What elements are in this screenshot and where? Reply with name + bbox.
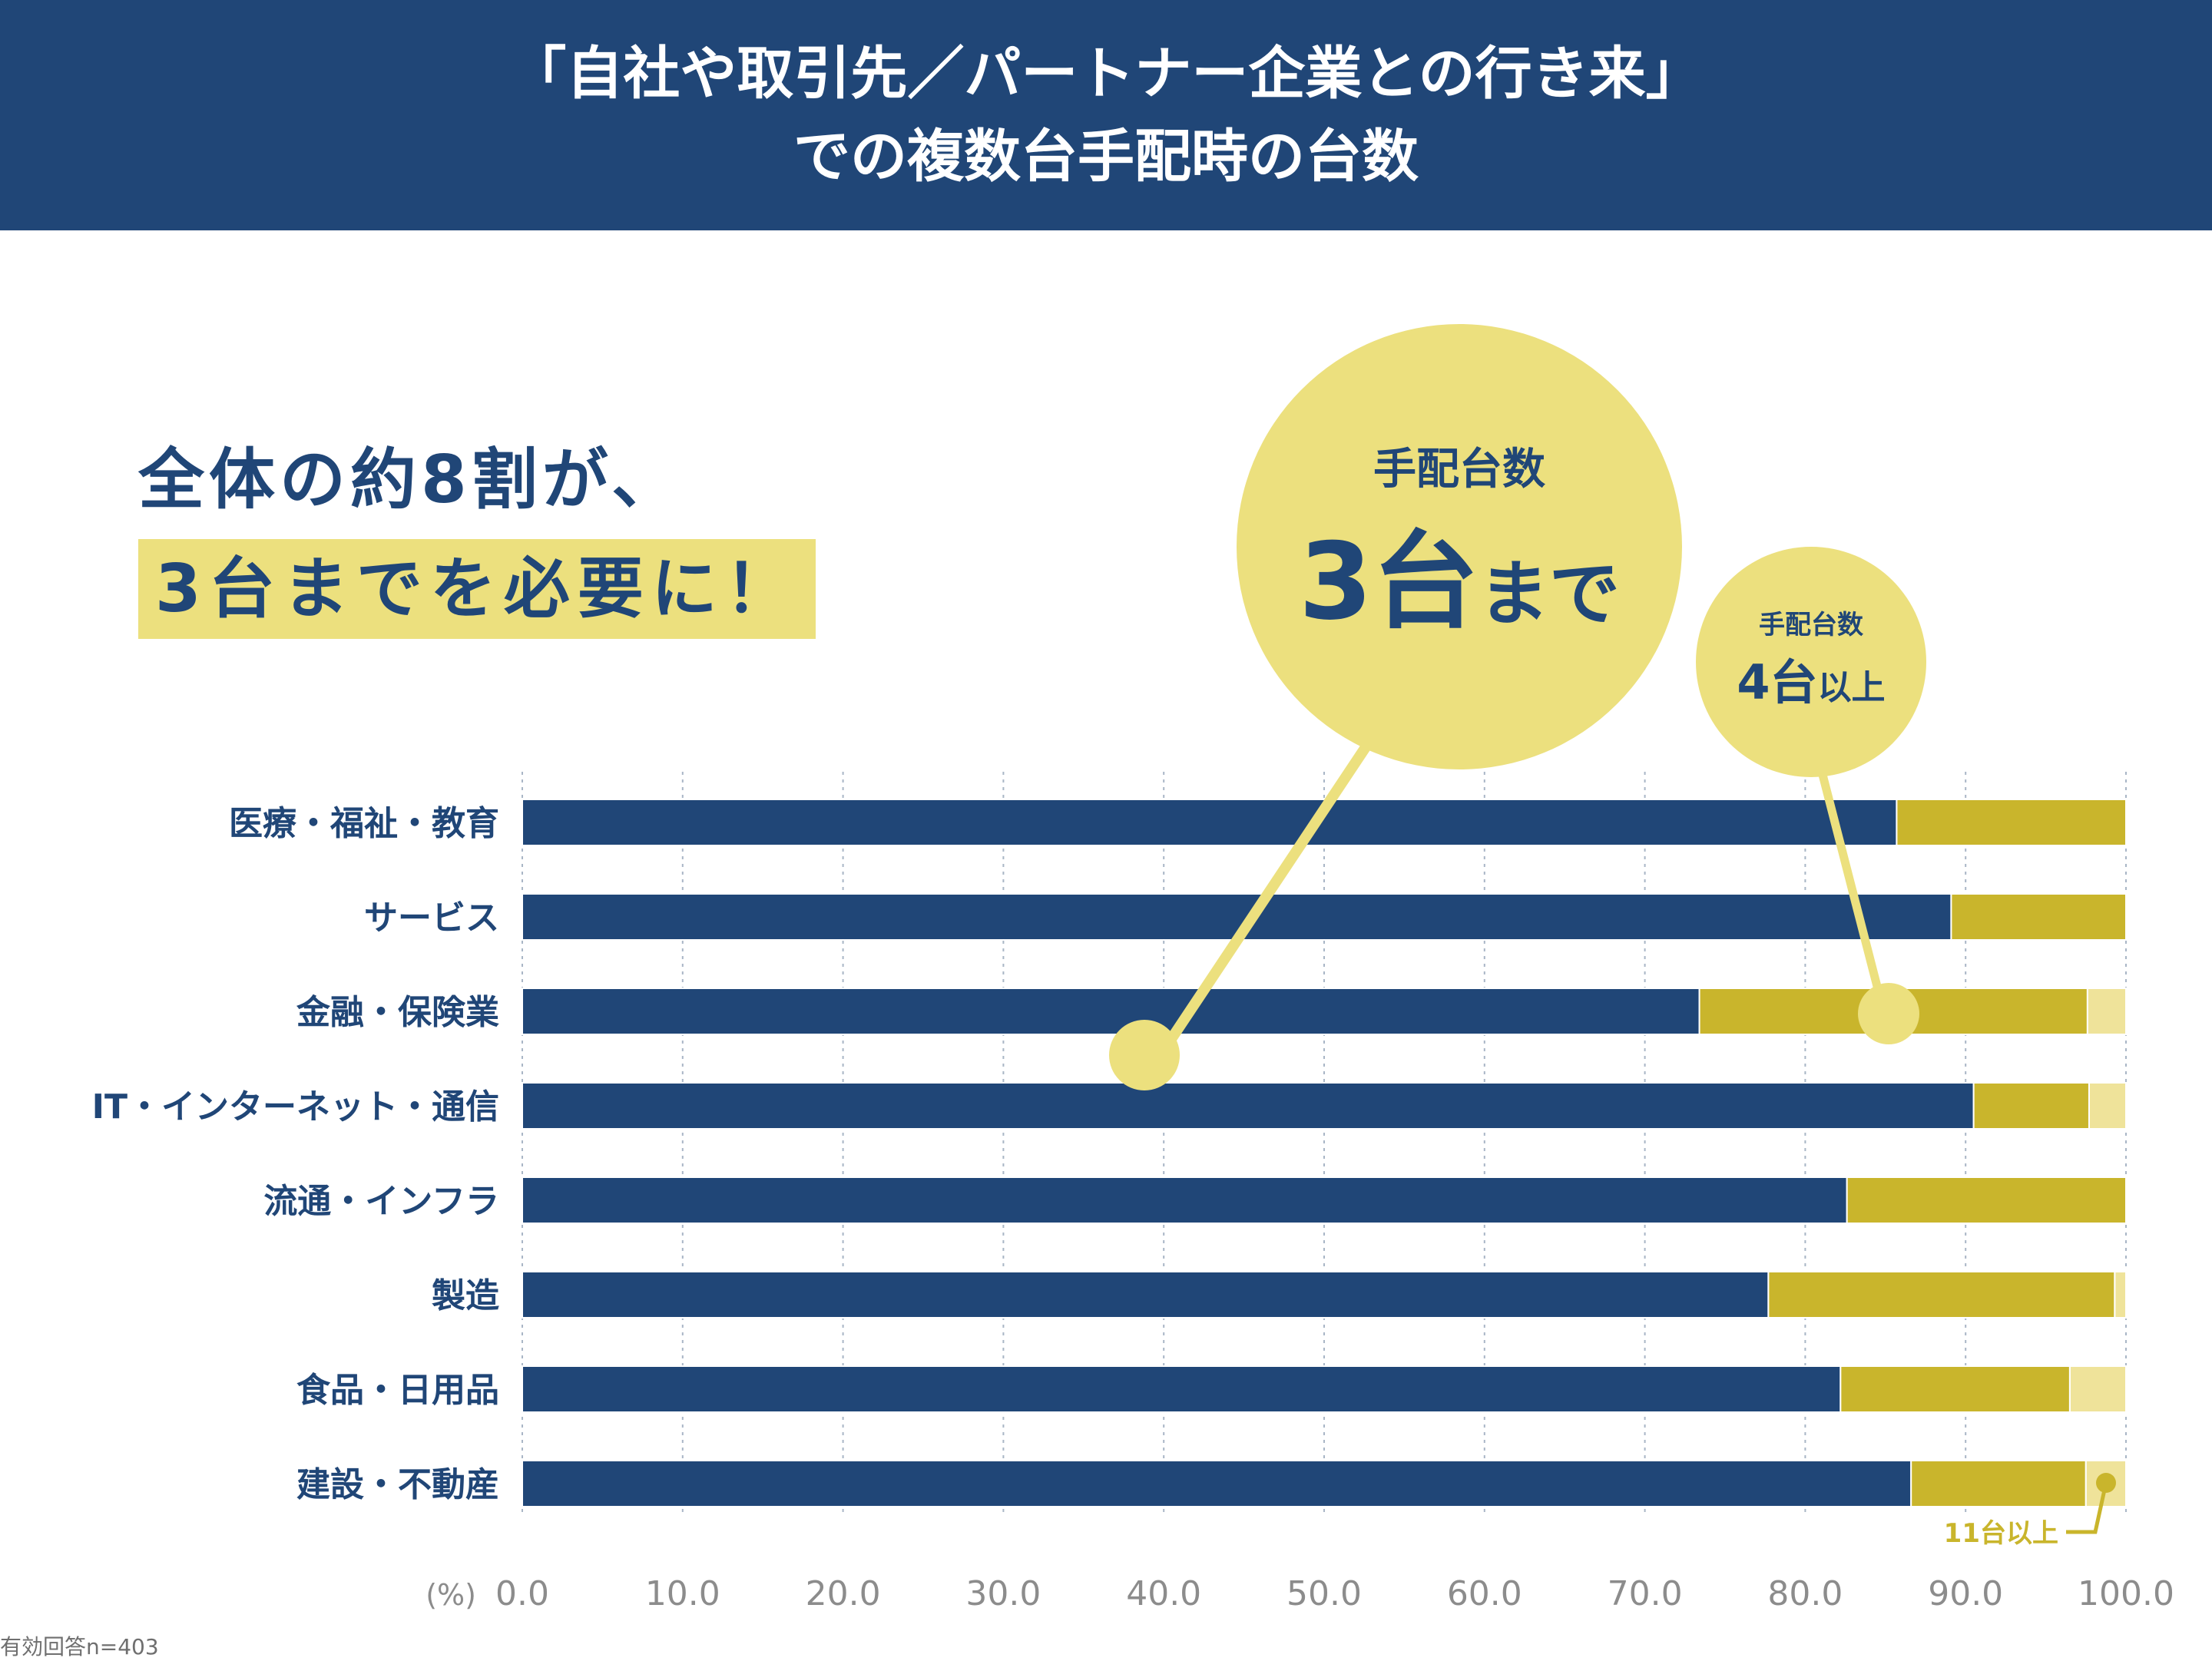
x-tick-label: 60.0 xyxy=(1447,1574,1522,1613)
bar-segment-2 xyxy=(1950,893,2127,941)
bar-segment-2 xyxy=(1767,1271,2116,1319)
category-label: 食品・日用品 xyxy=(296,1371,499,1410)
bar-segment-2 xyxy=(1910,1460,2087,1507)
sample-size-note: 有効回答n=403 xyxy=(0,1634,159,1659)
bar-segment-2 xyxy=(1839,1365,2071,1413)
x-tick-label: 0.0 xyxy=(495,1574,549,1613)
chart-title-line-2: での複数台手配時の台数 xyxy=(793,124,1419,190)
x-tick-label: 40.0 xyxy=(1126,1574,1201,1613)
bar-segment-3 xyxy=(2068,1365,2127,1413)
category-label: サービス xyxy=(364,898,499,938)
category-label: 医療・福祉・教育 xyxy=(229,804,499,843)
chart-title-line-1: 「自社や取引先／パートナー企業との行き来」 xyxy=(509,41,1703,107)
headline-line-2: 3台までを必要に！ xyxy=(138,539,816,639)
headline-line-1: 全体の約8割が、 xyxy=(138,442,683,518)
annotation-label: 11台以上 xyxy=(1944,1518,2058,1549)
x-tick-label: 50.0 xyxy=(1286,1574,1362,1613)
bar-segment-2 xyxy=(1846,1176,2127,1224)
bar-segment-1 xyxy=(522,988,1700,1035)
callout-circle-big xyxy=(1237,324,1682,769)
x-axis-unit: (%) xyxy=(426,1578,476,1612)
bar-segment-1 xyxy=(522,1082,1975,1130)
callout-pointer-dot xyxy=(1858,983,1919,1044)
callout-pointer-line xyxy=(1817,767,1885,1003)
category-label: 製造 xyxy=(432,1276,499,1315)
bar-segment-3 xyxy=(2086,988,2127,1035)
x-tick-label: 80.0 xyxy=(1767,1574,1843,1613)
x-tick-label: 20.0 xyxy=(806,1574,881,1613)
callout-big-label: 手配台数 xyxy=(1373,445,1545,495)
title-banner: 「自社や取引先／パートナー企業との行き来」 での複数台手配時の台数 xyxy=(0,0,2212,230)
callout-big-value: 3台まで xyxy=(1299,520,1620,644)
bar-segment-1 xyxy=(522,1271,1770,1319)
callout-circle-small xyxy=(1696,547,1926,777)
annotation-leader xyxy=(2066,1482,2108,1534)
category-label: IT・インターネット・通信 xyxy=(92,1087,499,1127)
category-label: 金融・保険業 xyxy=(296,993,499,1032)
category-label: 建設・不動産 xyxy=(296,1465,499,1504)
callout-pointer-dot xyxy=(1109,1020,1180,1090)
x-tick-label: 30.0 xyxy=(965,1574,1041,1613)
category-label: 流通・インフラ xyxy=(263,1182,499,1221)
bar-segment-1 xyxy=(522,799,1898,846)
bar-segment-2 xyxy=(1972,1082,2090,1130)
callout-pointer-line xyxy=(1158,740,1373,1056)
bar-segment-1 xyxy=(522,1460,1912,1507)
bar-segment-1 xyxy=(522,1176,1848,1224)
x-tick-label: 70.0 xyxy=(1608,1574,1683,1613)
headline: 全体の約8割が、 3台までを必要に！ xyxy=(138,430,816,639)
bar-segment-2 xyxy=(1896,799,2128,846)
x-tick-label: 10.0 xyxy=(645,1574,720,1613)
callout-small-label: 手配台数 xyxy=(1759,610,1863,640)
bar-segment-3 xyxy=(2114,1271,2128,1319)
bar-segment-3 xyxy=(2088,1082,2128,1130)
callout-small-value: 4台以上 xyxy=(1737,654,1885,710)
x-tick-label: 90.0 xyxy=(1928,1574,2003,1613)
x-tick-label: 100.0 xyxy=(2078,1574,2174,1613)
bar-segment-1 xyxy=(522,1365,1842,1413)
